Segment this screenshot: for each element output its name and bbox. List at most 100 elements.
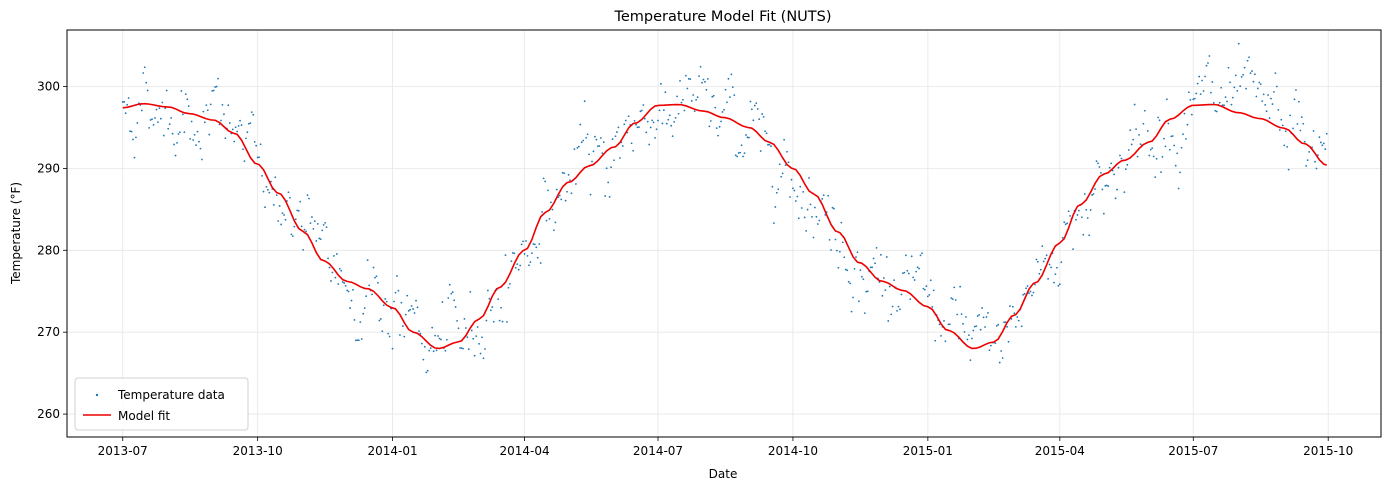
data-point <box>673 120 676 123</box>
data-point <box>1108 166 1111 169</box>
data-point <box>274 176 277 179</box>
data-point <box>1061 236 1064 239</box>
data-point <box>1174 164 1177 167</box>
data-point <box>783 138 786 141</box>
data-point <box>462 347 464 350</box>
data-point <box>426 369 429 372</box>
data-point <box>755 102 758 105</box>
data-point <box>720 120 722 123</box>
data-point <box>476 326 479 328</box>
data-point <box>598 145 601 147</box>
data-point <box>1078 209 1080 212</box>
data-point <box>777 188 780 191</box>
data-point <box>214 86 217 88</box>
data-point <box>677 112 680 115</box>
data-point <box>1190 113 1193 116</box>
data-point <box>632 149 634 152</box>
data-point <box>388 335 391 338</box>
data-point <box>1256 87 1259 90</box>
data-point <box>853 267 856 270</box>
data-point <box>1262 93 1265 96</box>
data-point <box>268 191 271 194</box>
data-point <box>410 305 413 307</box>
data-point <box>1047 277 1049 280</box>
data-point <box>1189 98 1192 101</box>
data-point <box>1185 137 1187 140</box>
data-point <box>635 123 637 126</box>
legend-box <box>74 377 249 431</box>
data-point <box>944 340 947 343</box>
data-point <box>687 77 690 80</box>
data-point <box>698 75 700 78</box>
data-point <box>155 108 158 111</box>
data-point <box>997 323 1000 326</box>
data-point <box>862 278 865 281</box>
data-point <box>1296 123 1299 125</box>
data-point <box>299 200 302 203</box>
data-point <box>421 342 423 345</box>
data-point <box>764 130 766 133</box>
data-point <box>1293 98 1296 101</box>
x-tick-label: 2013-07 <box>98 444 148 458</box>
data-point <box>1127 149 1130 151</box>
data-point <box>437 335 439 337</box>
data-point <box>220 119 222 122</box>
data-point <box>802 191 805 193</box>
data-point <box>1082 233 1085 236</box>
data-point <box>412 308 414 310</box>
data-point <box>774 206 777 208</box>
data-point <box>223 113 225 116</box>
data-point <box>1233 86 1236 89</box>
chart-title: Temperature Model Fit (NUTS) <box>613 9 831 25</box>
data-point <box>871 266 874 269</box>
data-point <box>309 222 312 225</box>
data-point <box>652 121 655 124</box>
data-point <box>196 130 199 133</box>
data-point <box>717 134 720 137</box>
data-point <box>808 177 810 179</box>
data-point <box>359 321 362 324</box>
data-point <box>1006 325 1008 328</box>
data-point <box>406 294 409 297</box>
data-point <box>1075 218 1077 221</box>
data-point <box>1289 114 1291 117</box>
data-point <box>702 78 705 81</box>
data-point <box>1253 73 1256 76</box>
data-point <box>173 143 175 146</box>
data-point <box>233 140 236 143</box>
data-point <box>1007 340 1010 343</box>
data-point <box>327 257 329 260</box>
data-point <box>1274 72 1277 74</box>
data-point <box>1142 122 1145 125</box>
data-point <box>168 123 171 126</box>
data-point <box>617 126 620 129</box>
data-point <box>671 135 674 138</box>
data-point <box>158 107 161 110</box>
data-point <box>350 299 353 302</box>
data-point <box>586 133 589 136</box>
data-point <box>636 126 639 129</box>
data-point <box>318 237 321 240</box>
data-point <box>224 137 227 139</box>
data-point <box>1271 103 1274 105</box>
data-point <box>815 215 818 218</box>
data-point <box>325 226 328 229</box>
data-point <box>1094 188 1096 190</box>
data-point <box>1132 138 1135 141</box>
data-point <box>607 181 610 184</box>
data-point <box>938 323 941 326</box>
data-point <box>121 101 124 103</box>
data-point <box>453 299 456 302</box>
data-point <box>184 93 187 96</box>
data-point <box>610 166 612 169</box>
data-point <box>884 289 887 292</box>
legend-label-temperature-data: Temperature data <box>117 388 225 402</box>
data-point <box>970 337 973 340</box>
data-point <box>771 185 774 188</box>
data-point <box>1198 75 1201 78</box>
data-point <box>664 91 667 94</box>
data-point <box>459 347 461 349</box>
data-point <box>208 133 211 136</box>
data-point <box>1314 160 1316 163</box>
data-point <box>708 125 711 128</box>
